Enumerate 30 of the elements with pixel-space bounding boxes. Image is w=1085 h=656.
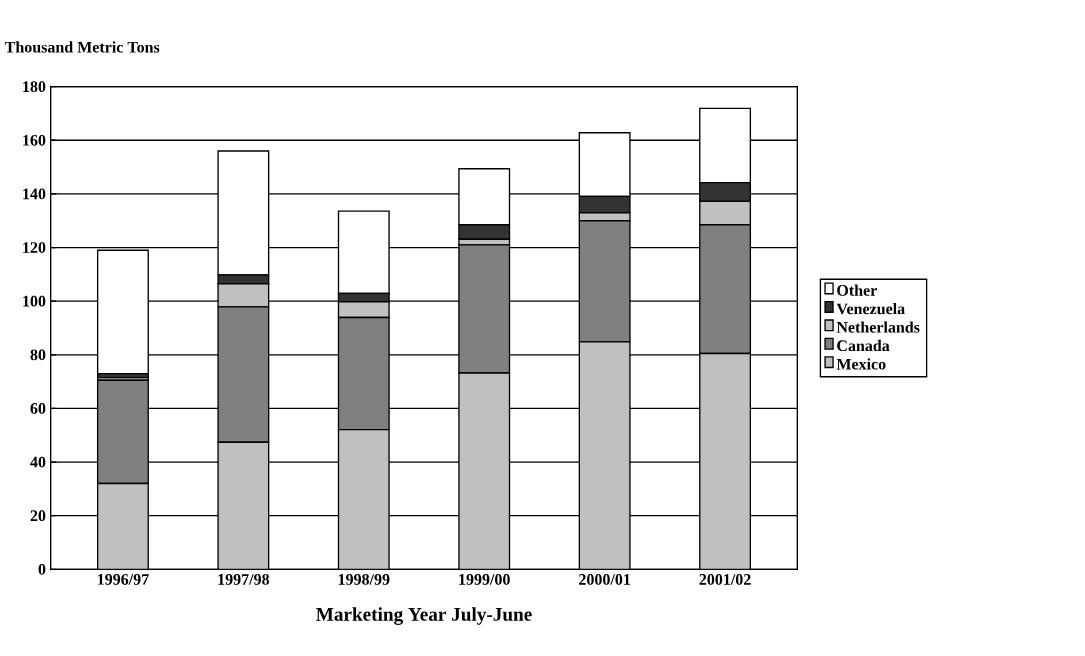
legend-label: Canada — [837, 339, 890, 352]
y-tick-label: 40 — [30, 456, 46, 468]
legend-label: Other — [837, 284, 877, 296]
legend-label: Netherlands — [836, 321, 920, 333]
bar — [458, 372, 511, 570]
x-tick-label: 2001/02 — [699, 574, 751, 585]
x-tick-label: 1997/98 — [218, 574, 270, 585]
bar — [96, 482, 149, 570]
bar — [699, 352, 752, 570]
x-axis-title: Marketing Year July-June — [316, 607, 532, 625]
y-tick-label: 100 — [23, 295, 46, 307]
y-tick-label: 20 — [30, 510, 46, 522]
x-tick-label: 1996/97 — [97, 574, 149, 585]
x-tick-label: 1999/00 — [459, 574, 510, 585]
y-tick-label: 160 — [23, 134, 46, 146]
y-axis-title: Thousand Metric Tons — [4, 41, 160, 53]
legend-label: Mexico — [836, 358, 886, 370]
bar — [337, 428, 390, 570]
bar — [96, 249, 149, 375]
y-tick-label: 60 — [30, 403, 46, 414]
x-tick-label: 2000/01 — [579, 574, 631, 585]
y-tick-label: 180 — [23, 81, 46, 93]
y-tick-label: 80 — [30, 349, 46, 361]
y-tick-label: 140 — [23, 188, 46, 200]
bar — [578, 341, 631, 570]
y-tick-label: 0 — [38, 563, 46, 575]
x-tick-label: 1998/99 — [338, 574, 390, 585]
legend-label: Venezuela — [836, 303, 905, 315]
bar — [217, 441, 270, 570]
y-tick-label: 120 — [23, 242, 46, 253]
